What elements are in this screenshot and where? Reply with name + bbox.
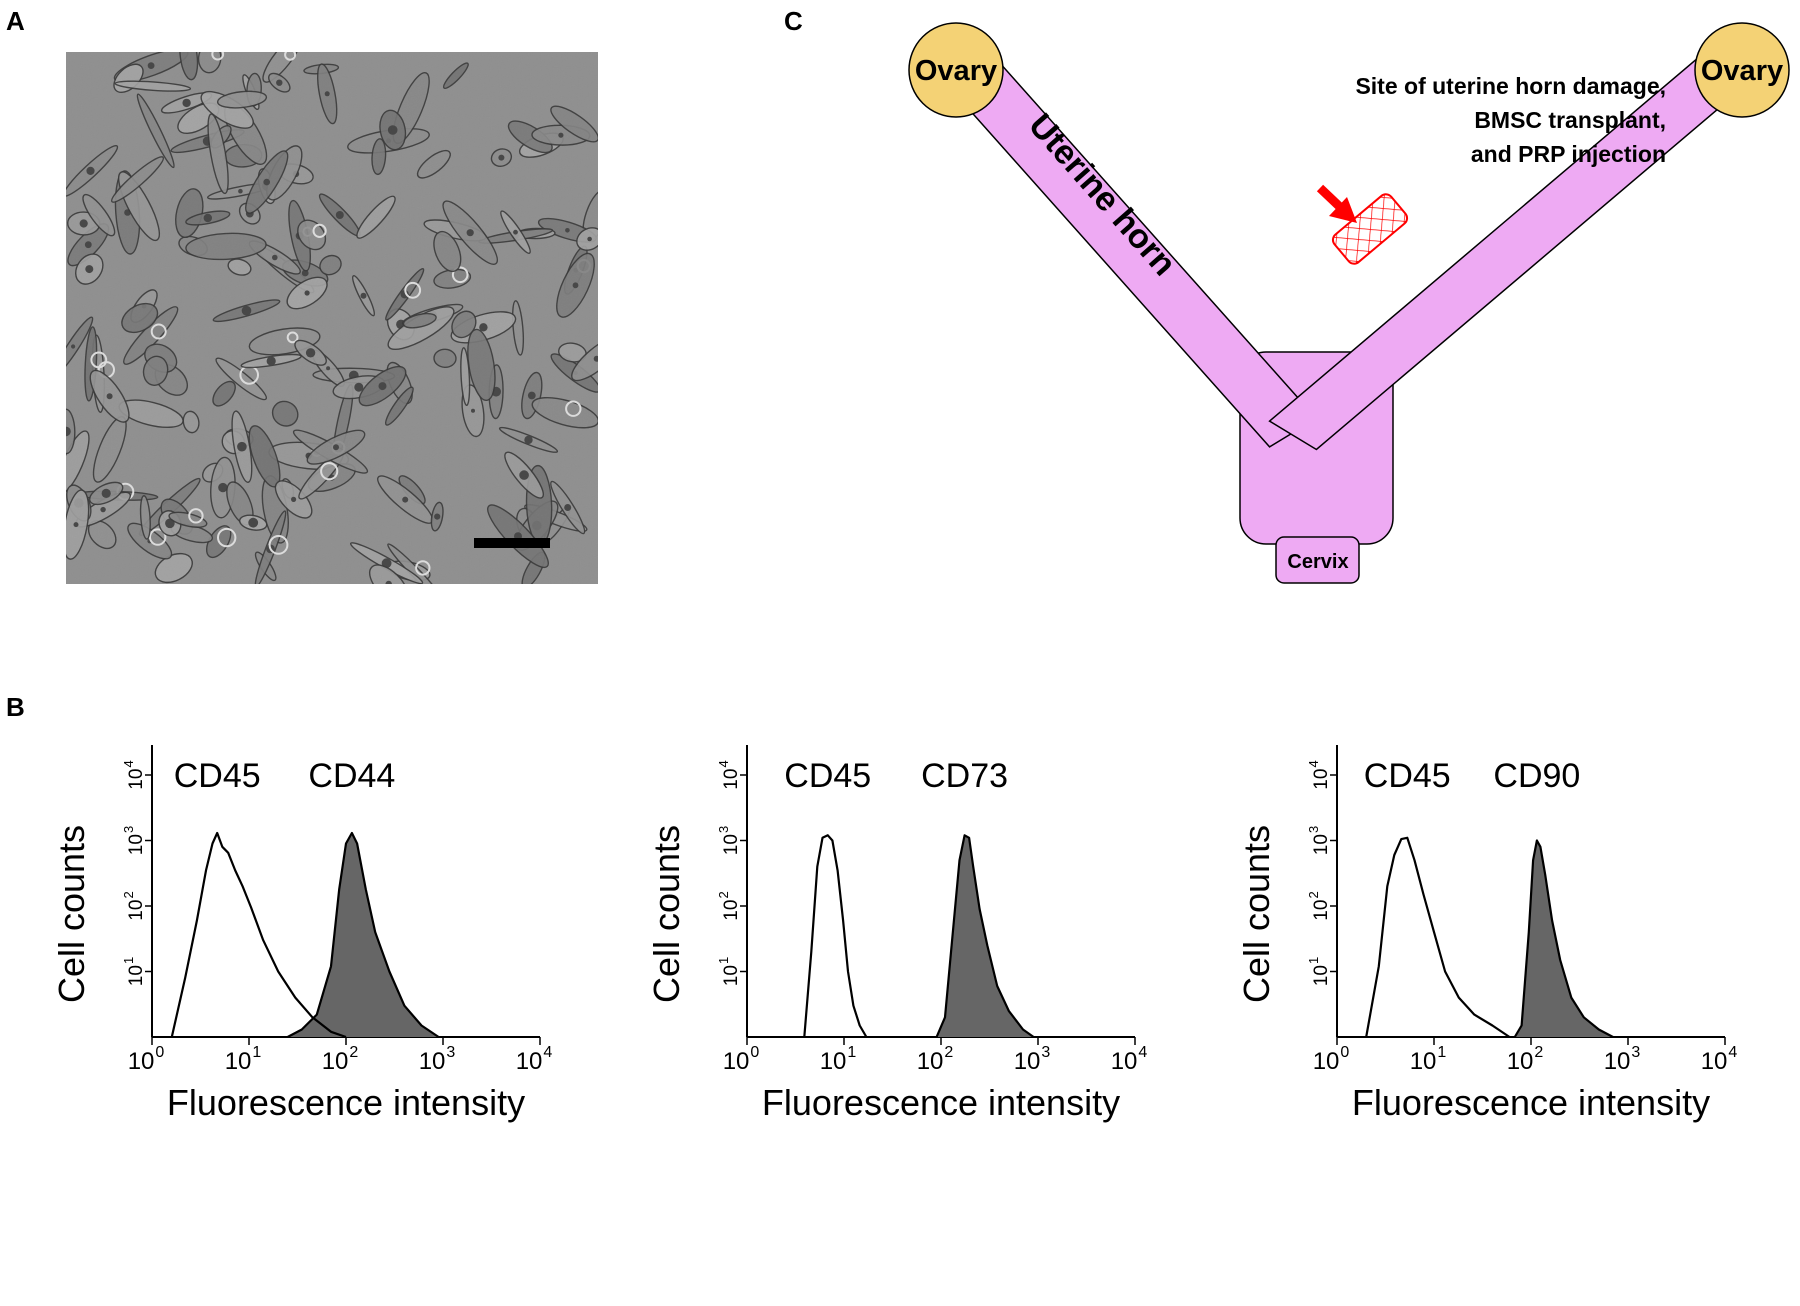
negative-marker-label: CD45 <box>784 757 871 795</box>
y-tick-label: 104 <box>121 760 147 789</box>
cervix-label: Cervix <box>1287 551 1348 573</box>
annotation-line-2: BMSC transplant, <box>1474 107 1666 133</box>
histogram-cd73: 100 101 102 103 104 101 102 103 104 Fluorescence … <box>646 745 1148 1123</box>
positive-marker-label: CD44 <box>308 757 395 795</box>
y-axis-label: Cell counts <box>1236 825 1277 1003</box>
y-tick-label: 104 <box>1306 760 1332 789</box>
y-tick-label: 103 <box>121 826 147 855</box>
negative-marker-label: CD45 <box>174 757 261 795</box>
panel-label-b: B <box>6 692 25 722</box>
cell-micrograph <box>66 52 598 584</box>
x-tick-label: 100 <box>723 1044 760 1075</box>
y-tick-label: 102 <box>121 891 147 920</box>
annotation-line-1: Site of uterine horn damage, <box>1355 73 1666 99</box>
series-cd45 <box>803 834 868 1038</box>
ovary-left-label: Ovary <box>915 55 997 87</box>
y-tick-label: 101 <box>716 957 742 986</box>
x-tick-label: 101 <box>1410 1044 1447 1075</box>
y-tick-label: 102 <box>716 891 742 920</box>
series-cd45 <box>170 831 347 1039</box>
x-tick-label: 101 <box>820 1044 857 1075</box>
x-axis-label: Fluorescence intensity <box>167 1082 525 1123</box>
annotation-line-3: and PRP injection <box>1471 141 1666 167</box>
x-tick-label: 102 <box>322 1044 359 1075</box>
cervix-shape <box>1275 536 1360 584</box>
damage-arrow-icon <box>1316 184 1357 223</box>
positive-marker-label: CD90 <box>1493 757 1580 795</box>
x-tick-label: 103 <box>1014 1044 1051 1075</box>
scale-bar <box>474 538 550 548</box>
panel-label-a: A <box>6 6 25 36</box>
histogram-cd44: 100 101 102 103 104 101 102 103 104 Fluorescence … <box>51 745 553 1123</box>
x-tick-label: 104 <box>1111 1044 1148 1075</box>
y-tick-label: 103 <box>716 826 742 855</box>
x-tick-label: 103 <box>1604 1044 1641 1075</box>
y-axis-label: Cell counts <box>646 825 687 1003</box>
x-tick-label: 101 <box>225 1044 262 1075</box>
y-tick-label: 101 <box>1306 957 1332 986</box>
y-tick-label: 103 <box>1306 826 1332 855</box>
negative-marker-label: CD45 <box>1364 757 1451 795</box>
ovary-right-label: Ovary <box>1701 55 1783 87</box>
x-tick-label: 104 <box>516 1044 553 1075</box>
uterus-diagram: Ovary Ovary Uterine horn Cervix Site of … <box>908 22 1790 584</box>
x-tick-label: 104 <box>1701 1044 1738 1075</box>
panel-label-c: C <box>784 6 803 36</box>
damage-site <box>1330 191 1410 267</box>
y-axis-label: Cell counts <box>51 825 92 1003</box>
positive-marker-label: CD73 <box>921 757 1008 795</box>
x-axis-label: Fluorescence intensity <box>1352 1082 1710 1123</box>
ovary-left <box>908 22 1004 118</box>
series-cd90 <box>1513 839 1614 1038</box>
y-tick-label: 102 <box>1306 891 1332 920</box>
y-tick-label: 104 <box>716 760 742 789</box>
series-cd44 <box>287 831 440 1038</box>
x-tick-label: 102 <box>1507 1044 1544 1075</box>
y-tick-label: 101 <box>121 957 147 986</box>
x-tick-label: 100 <box>1313 1044 1350 1075</box>
x-tick-label: 100 <box>128 1044 165 1075</box>
x-axis-label: Fluorescence intensity <box>762 1082 1120 1123</box>
x-tick-label: 102 <box>917 1044 954 1075</box>
histogram-cd90: 100 101 102 103 104 101 102 103 104 Fluorescence … <box>1236 745 1738 1123</box>
series-cd73 <box>935 834 1035 1038</box>
x-tick-label: 103 <box>419 1044 456 1075</box>
series-cd45 <box>1365 836 1511 1038</box>
ovary-right <box>1694 22 1790 118</box>
